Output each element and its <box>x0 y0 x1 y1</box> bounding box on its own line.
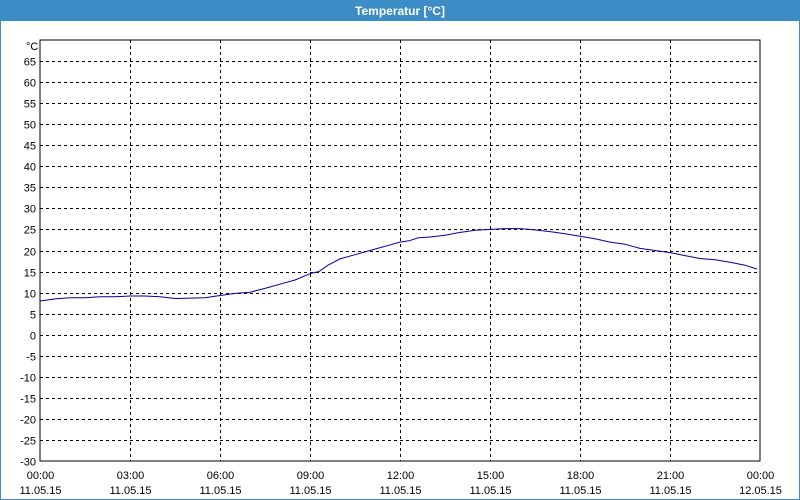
y-tick-label: -25 <box>20 436 36 448</box>
x-tick-time: 21:00 <box>657 470 685 482</box>
y-tick-label: 25 <box>24 225 36 237</box>
temperature-series-line <box>39 228 758 302</box>
x-tick-time: 00:00 <box>747 470 775 482</box>
x-tick-time: 15:00 <box>477 470 505 482</box>
x-tick-date: 11.05.15 <box>559 485 601 497</box>
x-tick-date: 11.05.15 <box>469 485 511 497</box>
x-tick-date: 11.05.15 <box>109 485 151 497</box>
y-tick-label: -10 <box>20 373 36 385</box>
y-tick-label: -20 <box>20 415 36 427</box>
x-tick-date: 11.05.15 <box>649 485 691 497</box>
x-tick-time: 06:00 <box>207 470 235 482</box>
x-tick-date: 11.05.15 <box>289 485 331 497</box>
y-tick-label: 35 <box>24 183 36 195</box>
y-tick-label: 65 <box>24 57 36 69</box>
y-tick-label: 60 <box>24 78 36 90</box>
y-tick-label: -30 <box>20 457 36 469</box>
y-axis-unit: °C <box>26 41 38 53</box>
x-tick-time: 03:00 <box>117 470 145 482</box>
y-tick-label: 0 <box>30 331 36 343</box>
x-tick-time: 09:00 <box>297 470 325 482</box>
x-axis: 00:00 11.05.15 03:00 11.05.15 06:00 11.05.15 0… <box>19 470 781 497</box>
y-tick-label: 10 <box>24 289 36 301</box>
y-tick-label: 45 <box>24 141 36 153</box>
plot-area <box>39 39 761 462</box>
chart-grid <box>40 40 760 461</box>
x-tick-time: 18:00 <box>567 470 595 482</box>
series-group <box>39 228 758 302</box>
y-tick-label: -5 <box>26 352 36 364</box>
y-tick-label: -15 <box>20 394 36 406</box>
y-tick-label: 50 <box>24 120 36 132</box>
x-tick-time: 00:00 <box>27 470 55 482</box>
x-tick-date: 11.05.15 <box>19 485 61 497</box>
y-tick-label: 30 <box>24 204 36 216</box>
window-title: Temperatur [°C] <box>1 1 799 21</box>
x-tick-date: 11.05.15 <box>199 485 241 497</box>
x-tick-date: 11.05.15 <box>379 485 421 497</box>
y-tick-label: 15 <box>24 268 36 280</box>
x-tick-time: 12:00 <box>387 470 415 482</box>
y-tick-label: 5 <box>30 310 36 322</box>
y-axis: °C 65605550454035302520151050-5-10-15-20… <box>20 41 38 469</box>
y-tick-label: 20 <box>24 247 36 259</box>
x-tick-date: 12.05.15 <box>739 485 782 497</box>
y-tick-label: 40 <box>24 162 36 174</box>
y-tick-label: 55 <box>24 99 36 111</box>
